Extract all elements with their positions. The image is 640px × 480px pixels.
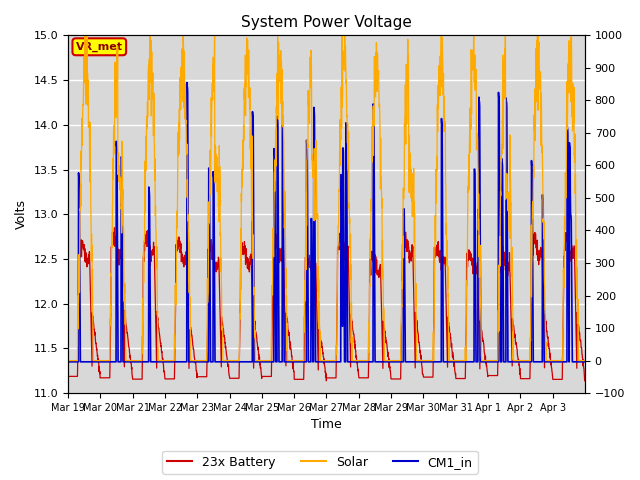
X-axis label: Time: Time: [311, 419, 342, 432]
Y-axis label: Volts: Volts: [15, 199, 28, 229]
Text: VR_met: VR_met: [76, 42, 123, 52]
Legend: 23x Battery, Solar, CM1_in: 23x Battery, Solar, CM1_in: [163, 451, 477, 474]
Title: System Power Voltage: System Power Voltage: [241, 15, 412, 30]
